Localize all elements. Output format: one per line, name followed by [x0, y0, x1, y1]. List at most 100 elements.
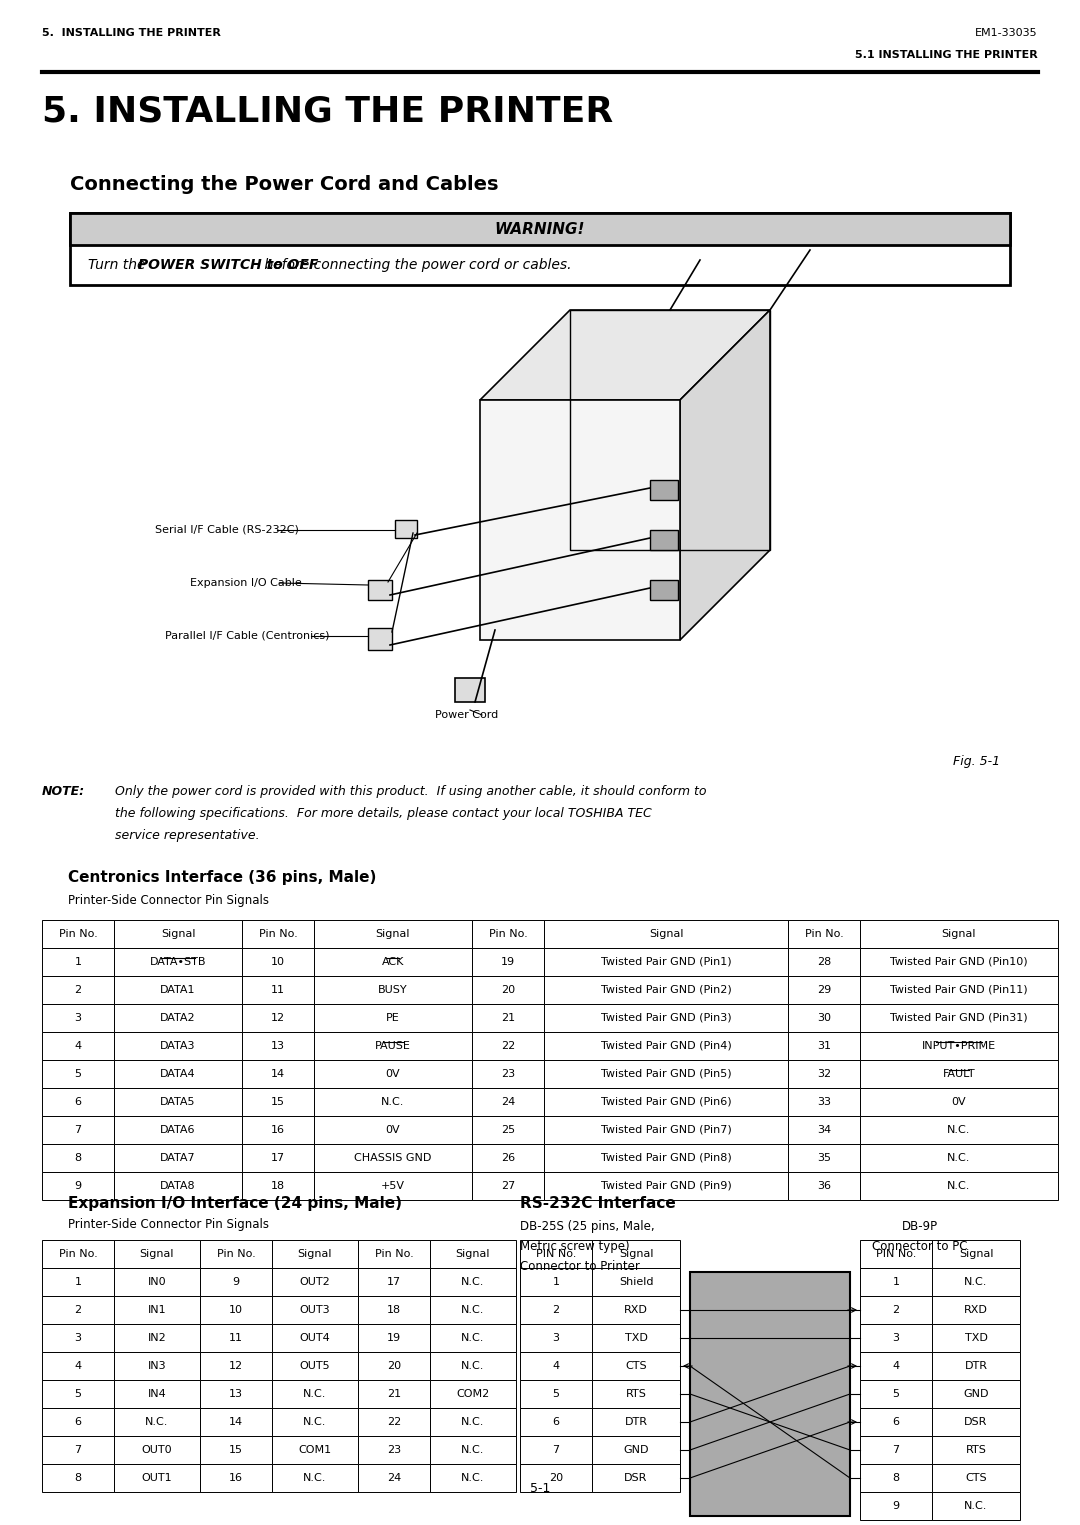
Bar: [114, 1437, 200, 1464]
Bar: [200, 1408, 272, 1437]
Text: Centronics Interface (36 pins, Male): Centronics Interface (36 pins, Male): [68, 869, 376, 884]
Text: CTS: CTS: [966, 1473, 987, 1482]
Text: 19: 19: [501, 958, 515, 967]
Bar: [650, 580, 678, 599]
Polygon shape: [680, 310, 770, 640]
Bar: [368, 628, 392, 650]
Bar: [114, 1003, 242, 1032]
Text: Pin No.: Pin No.: [58, 929, 97, 939]
Text: Twisted Pair GND (Pin5): Twisted Pair GND (Pin5): [600, 1069, 731, 1080]
Text: 13: 13: [229, 1389, 243, 1398]
Text: 1: 1: [75, 958, 81, 967]
Bar: [519, 1324, 592, 1353]
Text: Printer-Side Connector Pin Signals: Printer-Side Connector Pin Signals: [68, 894, 269, 907]
Bar: [272, 1380, 357, 1408]
Bar: [932, 1296, 1020, 1324]
Text: 10: 10: [229, 1305, 243, 1315]
Text: 7: 7: [553, 1446, 559, 1455]
Text: 24: 24: [387, 1473, 401, 1482]
Bar: [519, 1267, 592, 1296]
Text: 23: 23: [387, 1446, 401, 1455]
Bar: [860, 920, 1058, 949]
Text: Power Cord: Power Cord: [435, 711, 498, 720]
Text: 16: 16: [271, 1125, 285, 1135]
Bar: [314, 920, 472, 949]
Bar: [430, 1296, 516, 1324]
Bar: [932, 1380, 1020, 1408]
Text: IN1: IN1: [148, 1305, 166, 1315]
Text: 10: 10: [271, 958, 285, 967]
Bar: [544, 1116, 788, 1144]
Bar: [42, 1003, 114, 1032]
Bar: [544, 1003, 788, 1032]
Bar: [272, 1464, 357, 1491]
Bar: [242, 1032, 314, 1060]
Text: POWER SWITCH to OFF: POWER SWITCH to OFF: [138, 258, 319, 271]
Bar: [42, 1353, 114, 1380]
Bar: [932, 1437, 1020, 1464]
Text: DSR: DSR: [624, 1473, 648, 1482]
Text: 20: 20: [549, 1473, 563, 1482]
Text: the following specifications.  For more details, please contact your local TOSHI: the following specifications. For more d…: [114, 807, 651, 820]
Text: 4: 4: [75, 1042, 82, 1051]
Text: 8: 8: [892, 1473, 900, 1482]
Text: 0V: 0V: [951, 1096, 967, 1107]
Bar: [42, 1437, 114, 1464]
Bar: [314, 949, 472, 976]
Bar: [272, 1267, 357, 1296]
Bar: [114, 1240, 200, 1267]
Bar: [860, 1060, 1058, 1087]
Text: Connector to PC: Connector to PC: [873, 1240, 968, 1254]
Text: Twisted Pair GND (Pin8): Twisted Pair GND (Pin8): [600, 1153, 731, 1164]
Bar: [472, 949, 544, 976]
Bar: [200, 1267, 272, 1296]
Bar: [42, 1380, 114, 1408]
Text: Serial I/F Cable (RS-232C): Serial I/F Cable (RS-232C): [156, 525, 299, 535]
Bar: [114, 1087, 242, 1116]
Text: 27: 27: [501, 1180, 515, 1191]
Text: 35: 35: [816, 1153, 831, 1164]
Bar: [242, 920, 314, 949]
Bar: [592, 1464, 680, 1491]
Bar: [860, 1240, 932, 1267]
Text: Fig. 5-1: Fig. 5-1: [953, 755, 1000, 769]
Bar: [860, 1032, 1058, 1060]
Text: 6: 6: [75, 1417, 81, 1427]
Text: PIN No.: PIN No.: [876, 1249, 916, 1260]
Bar: [860, 1087, 1058, 1116]
Bar: [544, 1032, 788, 1060]
Text: N.C.: N.C.: [461, 1276, 485, 1287]
Bar: [272, 1324, 357, 1353]
Text: 25: 25: [501, 1125, 515, 1135]
Bar: [357, 1408, 430, 1437]
Text: DATA1: DATA1: [160, 985, 195, 994]
Bar: [932, 1464, 1020, 1491]
Text: Signal: Signal: [298, 1249, 333, 1260]
Bar: [860, 1116, 1058, 1144]
Text: N.C.: N.C.: [461, 1360, 485, 1371]
Bar: [932, 1408, 1020, 1437]
Text: RS-232C Interface: RS-232C Interface: [519, 1196, 676, 1211]
Text: 5.1 INSTALLING THE PRINTER: 5.1 INSTALLING THE PRINTER: [855, 50, 1038, 59]
Bar: [592, 1240, 680, 1267]
Text: COM1: COM1: [298, 1446, 332, 1455]
Bar: [314, 1032, 472, 1060]
Bar: [860, 1003, 1058, 1032]
Bar: [788, 949, 860, 976]
Bar: [932, 1491, 1020, 1520]
Text: 21: 21: [501, 1013, 515, 1023]
Text: 5.  INSTALLING THE PRINTER: 5. INSTALLING THE PRINTER: [42, 27, 221, 38]
Bar: [592, 1267, 680, 1296]
Bar: [519, 1240, 592, 1267]
Bar: [200, 1324, 272, 1353]
Bar: [860, 1464, 932, 1491]
Text: 32: 32: [816, 1069, 832, 1080]
Text: 7: 7: [75, 1446, 82, 1455]
Bar: [42, 1464, 114, 1491]
Bar: [114, 1296, 200, 1324]
Bar: [430, 1464, 516, 1491]
Text: N.C.: N.C.: [461, 1305, 485, 1315]
Bar: [314, 1116, 472, 1144]
Text: 4: 4: [553, 1360, 559, 1371]
Bar: [519, 1353, 592, 1380]
